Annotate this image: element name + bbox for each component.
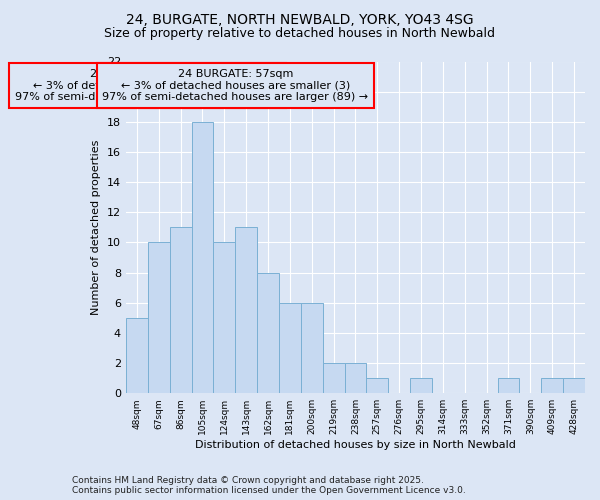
Bar <box>235 228 257 393</box>
Bar <box>344 363 367 393</box>
Bar <box>191 122 214 393</box>
Bar <box>541 378 563 393</box>
Text: Contains HM Land Registry data © Crown copyright and database right 2025.
Contai: Contains HM Land Registry data © Crown c… <box>72 476 466 495</box>
Text: 24 BURGATE: 57sqm
← 3% of detached houses are smaller (3)
97% of semi-detached h: 24 BURGATE: 57sqm ← 3% of detached house… <box>15 69 281 102</box>
Bar <box>257 272 279 393</box>
Bar <box>126 318 148 393</box>
X-axis label: Distribution of detached houses by size in North Newbald: Distribution of detached houses by size … <box>195 440 516 450</box>
Bar <box>497 378 520 393</box>
Bar <box>563 378 585 393</box>
Text: 24, BURGATE, NORTH NEWBALD, YORK, YO43 4SG: 24, BURGATE, NORTH NEWBALD, YORK, YO43 4… <box>126 12 474 26</box>
Bar <box>279 302 301 393</box>
Bar <box>170 228 191 393</box>
Bar <box>148 242 170 393</box>
Text: Size of property relative to detached houses in North Newbald: Size of property relative to detached ho… <box>104 28 496 40</box>
Y-axis label: Number of detached properties: Number of detached properties <box>91 140 101 315</box>
Bar <box>301 302 323 393</box>
Text: 24 BURGATE: 57sqm
← 3% of detached houses are smaller (3)
97% of semi-detached h: 24 BURGATE: 57sqm ← 3% of detached house… <box>102 69 368 102</box>
Bar <box>323 363 344 393</box>
Bar <box>214 242 235 393</box>
Bar <box>410 378 432 393</box>
Bar <box>367 378 388 393</box>
